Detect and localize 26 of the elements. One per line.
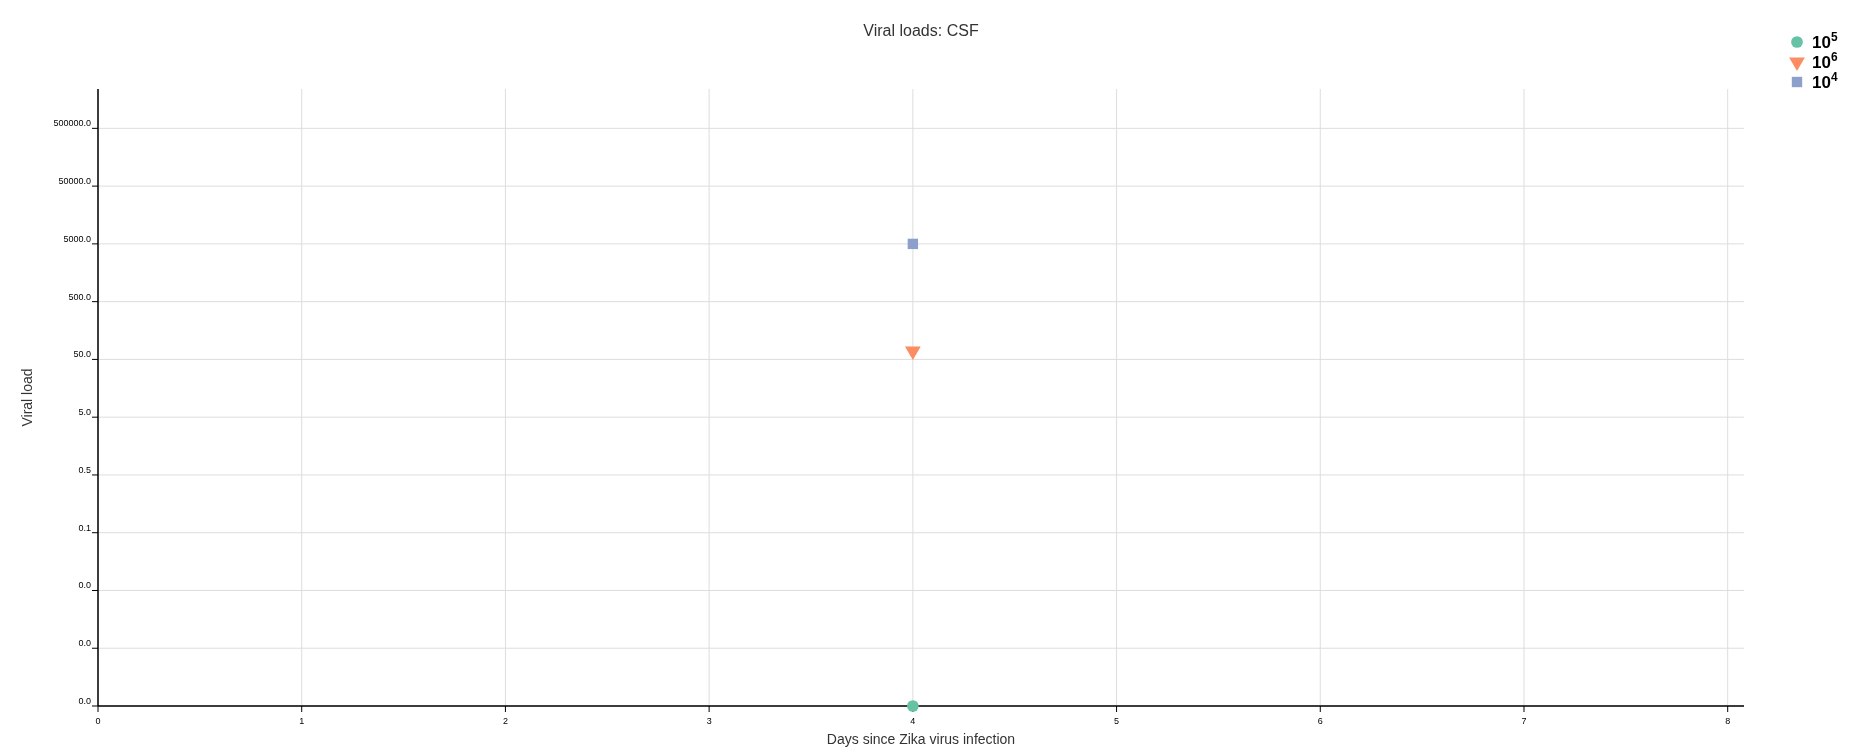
- x-tick-label: 8: [1725, 716, 1731, 726]
- x-tick-label: 7: [1521, 716, 1527, 726]
- y-tick-label: 500.0: [68, 291, 91, 302]
- x-tick-label: 1: [299, 716, 305, 726]
- y-tick-label: 0.0: [78, 696, 91, 706]
- x-tick-label: 2: [502, 716, 508, 726]
- x-tick-label: 6: [1317, 716, 1323, 726]
- chart-title: Viral loads: CSF: [863, 22, 979, 39]
- y-tick-label: 0.5: [78, 464, 91, 475]
- y-tick-label: 0.1: [78, 522, 91, 533]
- x-tick-label: 3: [706, 716, 712, 726]
- legend-label: 10$^{4}$: [1812, 70, 1838, 92]
- legend-label: 10$^{6}$: [1812, 50, 1838, 72]
- y-tick-label: 50.0: [73, 349, 91, 360]
- x-tick-label: 0: [95, 716, 101, 726]
- y-tick-label: 0.0: [78, 638, 91, 649]
- y-tick-label: 500000.0: [53, 118, 91, 129]
- y-tick-label: 50000.0: [58, 176, 91, 187]
- x-tick-label: 5: [1114, 716, 1120, 726]
- x-axis-title: Days since Zika virus infection: [826, 731, 1016, 747]
- x-tick-label: 4: [910, 716, 916, 726]
- y-tick-label: 5000.0: [63, 233, 91, 244]
- y-tick-label: 0.0: [78, 580, 91, 591]
- y-axis-title: Viral load: [19, 368, 35, 427]
- y-tick-label: 5.0: [78, 407, 91, 418]
- legend-label: 10$^{5}$: [1812, 30, 1838, 52]
